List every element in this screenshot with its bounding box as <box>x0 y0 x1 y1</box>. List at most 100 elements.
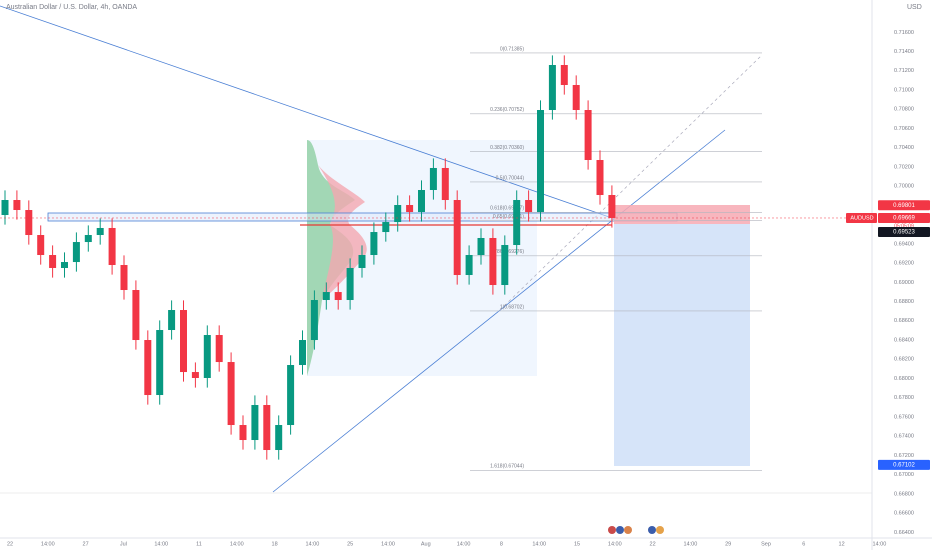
x-tick-label: 15 <box>574 541 580 547</box>
y-tick-label: 0.67600 <box>894 414 914 420</box>
candle-body <box>49 255 57 268</box>
candle-body <box>120 265 128 291</box>
candle-body <box>322 292 330 301</box>
take-profit-tag-bg <box>878 459 930 470</box>
x-tick-label: 22 <box>650 541 656 547</box>
target-price-tag-bg <box>878 200 930 211</box>
stop-zone <box>614 205 750 224</box>
x-tick-label: Aug <box>421 541 431 547</box>
candle-body <box>215 335 223 363</box>
x-tick-label: 18 <box>272 541 278 547</box>
currency: USD <box>907 4 922 11</box>
fib-label: 1.618(0.67044) <box>490 464 524 470</box>
candle-body <box>275 425 283 451</box>
candle-body <box>525 200 533 213</box>
x-tick-label: 12 <box>839 541 845 547</box>
take-profit-tag: 0.67102 <box>893 462 915 468</box>
y-tick-label: 0.68200 <box>894 357 914 363</box>
fib-label: 0.65(0.69641) <box>493 214 524 220</box>
symbol-title: Australian Dollar / U.S. Dollar, 4h, OAN… <box>6 4 137 11</box>
candle-body <box>418 190 425 213</box>
countdown: 05:05:09 <box>894 223 914 229</box>
y-tick-label: 0.66800 <box>894 491 914 497</box>
fib-label: 0(0.71385) <box>500 46 525 52</box>
candle-body <box>191 372 199 378</box>
candle-body <box>537 110 544 213</box>
last-price-tag-bg <box>878 212 930 223</box>
target-zone <box>614 224 750 466</box>
fib-label: 0.236(0.70752) <box>490 107 524 113</box>
candle-body <box>156 330 164 396</box>
y-tick-label: 0.68000 <box>894 376 914 382</box>
x-tick-label: 14:00 <box>230 541 244 547</box>
candle-body <box>394 205 402 223</box>
y-tick-label: 0.71200 <box>894 68 914 74</box>
y-tick-label: 0.70400 <box>894 145 914 151</box>
candle-body <box>465 255 473 276</box>
candle-body <box>96 227 104 236</box>
x-tick-label: 14:00 <box>457 541 471 547</box>
y-tick-label: 0.69400 <box>894 241 914 247</box>
candle-body <box>132 290 140 341</box>
candle-body <box>560 65 568 86</box>
x-tick-label: 11 <box>196 541 202 547</box>
candle-body <box>501 245 509 286</box>
x-tick-label: 29 <box>725 541 731 547</box>
candle-body <box>239 425 247 441</box>
candle-body <box>227 362 235 426</box>
candle-body <box>608 195 616 218</box>
fib-label: 1(0.68702) <box>500 304 525 310</box>
candle-body <box>299 340 306 366</box>
zone-rect <box>47 212 678 222</box>
candle-body <box>61 262 68 268</box>
candle-body <box>489 237 497 286</box>
candle-body <box>477 237 485 256</box>
y-tick-label: 0.66400 <box>894 530 914 536</box>
candle-body <box>334 292 342 301</box>
x-tick-label: 6 <box>802 541 805 547</box>
x-tick-label: Sep <box>761 541 771 547</box>
candle-body <box>144 340 152 396</box>
candle-body <box>346 267 354 301</box>
candle-body <box>584 110 592 161</box>
candle-body <box>25 210 33 236</box>
candle-body <box>203 335 211 378</box>
y-tick-label: 0.70000 <box>894 184 914 190</box>
x-tick-label: 25 <box>347 541 353 547</box>
candle-body <box>596 160 604 196</box>
x-tick-label: 22 <box>7 541 13 547</box>
x-tick-label: 14:00 <box>41 541 55 547</box>
candle-body <box>513 200 521 246</box>
candle-body <box>406 205 414 213</box>
candle-body <box>429 167 437 191</box>
candle-body <box>453 200 461 276</box>
y-tick-label: 0.70200 <box>894 164 914 170</box>
candle-body <box>251 405 259 441</box>
y-tick-label: 0.69200 <box>894 261 914 267</box>
y-tick-label: 0.71600 <box>894 30 914 36</box>
y-tick-label: 0.68800 <box>894 299 914 305</box>
candle-body <box>84 235 92 243</box>
x-tick-label: 27 <box>83 541 89 547</box>
candle-body <box>310 300 318 341</box>
event-icons <box>608 526 664 534</box>
candle-body <box>382 222 390 233</box>
y-tick-label: 0.70600 <box>894 126 914 132</box>
candle-body <box>37 235 45 256</box>
dashed-line <box>499 54 763 311</box>
fib-label: 0.618(0.69727) <box>490 206 524 212</box>
x-tick-label: 14:00 <box>608 541 622 547</box>
y-tick-label: 0.67800 <box>894 395 914 401</box>
symbol-tag: AUDUSD <box>850 215 873 221</box>
candle-body <box>548 65 556 111</box>
last-price-tag: 0.69669 <box>893 216 915 222</box>
candle-body <box>180 310 187 373</box>
fib-label: 0.382(0.70360) <box>490 145 524 151</box>
y-tick-label: 0.71400 <box>894 49 914 55</box>
candle-body <box>358 255 366 268</box>
x-tick-label: 14:00 <box>154 541 168 547</box>
volume-profile-down <box>318 165 367 300</box>
candle-body <box>168 310 176 331</box>
